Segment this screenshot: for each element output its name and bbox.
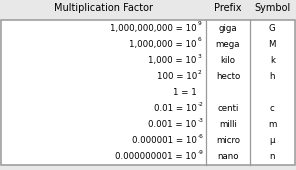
Text: m: m xyxy=(268,120,276,129)
Text: Symbol: Symbol xyxy=(254,3,290,13)
Text: 1,000 = 10: 1,000 = 10 xyxy=(149,56,197,65)
Text: giga: giga xyxy=(219,24,237,33)
Text: 9: 9 xyxy=(197,21,201,26)
Text: 0.01 = 10: 0.01 = 10 xyxy=(154,104,197,113)
Text: 1,000,000 = 10: 1,000,000 = 10 xyxy=(129,40,197,49)
Text: 3: 3 xyxy=(197,54,201,58)
Text: 1 = 1: 1 = 1 xyxy=(173,88,197,97)
Text: M: M xyxy=(268,40,276,49)
Text: -9: -9 xyxy=(197,150,203,155)
Text: -3: -3 xyxy=(197,118,203,123)
Text: Multiplication Factor: Multiplication Factor xyxy=(54,3,153,13)
Text: 100 = 10: 100 = 10 xyxy=(157,72,197,81)
Text: -6: -6 xyxy=(197,134,203,139)
Text: hecto: hecto xyxy=(216,72,240,81)
Text: 0.000000001 = 10: 0.000000001 = 10 xyxy=(115,152,197,161)
Text: -2: -2 xyxy=(197,102,203,107)
Text: 6: 6 xyxy=(197,38,201,42)
Text: 0.000001 = 10: 0.000001 = 10 xyxy=(132,136,197,145)
Text: Prefix: Prefix xyxy=(214,3,242,13)
Text: h: h xyxy=(270,72,275,81)
Text: 1,000,000,000 = 10: 1,000,000,000 = 10 xyxy=(110,24,197,33)
Text: n: n xyxy=(270,152,275,161)
Text: centi: centi xyxy=(217,104,239,113)
Text: G: G xyxy=(269,24,276,33)
Bar xyxy=(1,20,295,165)
Text: nano: nano xyxy=(217,152,239,161)
Text: μ: μ xyxy=(270,136,275,145)
Text: 0.001 = 10: 0.001 = 10 xyxy=(149,120,197,129)
Text: c: c xyxy=(270,104,275,113)
Text: micro: micro xyxy=(216,136,240,145)
Text: k: k xyxy=(270,56,275,65)
Text: kilo: kilo xyxy=(221,56,235,65)
Text: mega: mega xyxy=(216,40,240,49)
Text: 2: 2 xyxy=(197,70,201,75)
Text: milli: milli xyxy=(219,120,237,129)
